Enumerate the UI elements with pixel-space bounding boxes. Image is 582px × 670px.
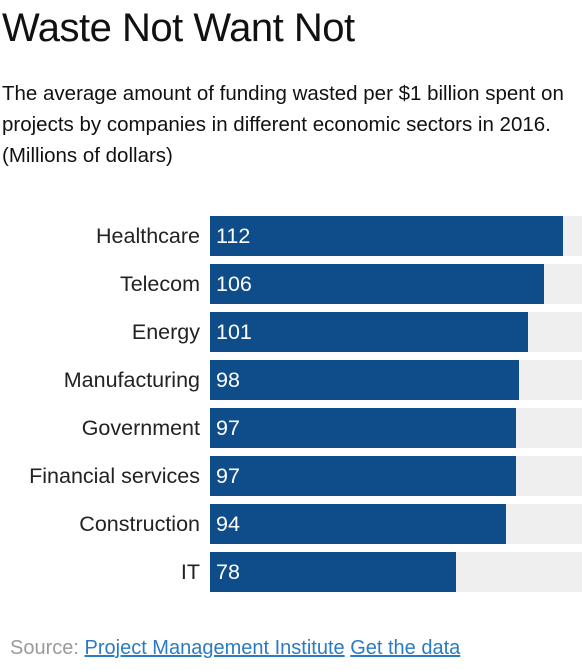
bar: 101: [210, 312, 528, 352]
bar-row: Healthcare 112: [0, 212, 582, 260]
data-label: 101: [216, 320, 252, 344]
bar-track: 97: [210, 456, 582, 496]
bar-row: Energy 101: [0, 308, 582, 356]
category-label: Manufacturing: [63, 368, 200, 392]
get-data-link[interactable]: Get the data: [350, 637, 461, 659]
bar-row: IT 78: [0, 548, 582, 596]
bar-track: 98: [210, 360, 582, 400]
bar-row: Telecom 106: [0, 260, 582, 308]
category-label: Financial services: [29, 464, 200, 488]
chart-title: Waste Not Want Not: [2, 6, 355, 50]
category-label: Telecom: [119, 272, 200, 296]
bar: 97: [210, 408, 516, 448]
category-label: Construction: [79, 512, 200, 536]
bar-track: 78: [210, 552, 582, 592]
data-label: 78: [216, 560, 240, 584]
bar-row: Financial services 97: [0, 452, 582, 500]
bar-row: Construction 94: [0, 500, 582, 548]
category-label: Healthcare: [96, 224, 200, 248]
data-label: 94: [216, 512, 240, 536]
footer: Source: Project Management Institute Get…: [10, 634, 460, 662]
chart-subtitle: The average amount of funding wasted per…: [2, 82, 564, 167]
data-label: 97: [216, 416, 240, 440]
bar-track: 101: [210, 312, 582, 352]
category-label: Government: [81, 416, 200, 440]
bar-track: 97: [210, 408, 582, 448]
data-label: 106: [216, 272, 252, 296]
bar: 94: [210, 504, 506, 544]
bar-row: Government 97: [0, 404, 582, 452]
source-link[interactable]: Project Management Institute: [84, 637, 345, 659]
bar: 112: [210, 216, 563, 256]
bar-track: 112: [210, 216, 582, 256]
bar-track: 94: [210, 504, 582, 544]
bar: 106: [210, 264, 544, 304]
category-label: Energy: [131, 320, 200, 344]
bar: 98: [210, 360, 519, 400]
data-label: 98: [216, 368, 240, 392]
bar-track: 106: [210, 264, 582, 304]
source-label: Source:: [10, 637, 79, 659]
bar-chart: Healthcare 112 Telecom 106 Energy 101 Manufact…: [0, 212, 582, 596]
data-label: 97: [216, 464, 240, 488]
bar-row: Manufacturing 98: [0, 356, 582, 404]
data-label: 112: [216, 224, 251, 248]
bar: 97: [210, 456, 516, 496]
category-label: IT: [180, 560, 200, 584]
bar: 78: [210, 552, 456, 592]
